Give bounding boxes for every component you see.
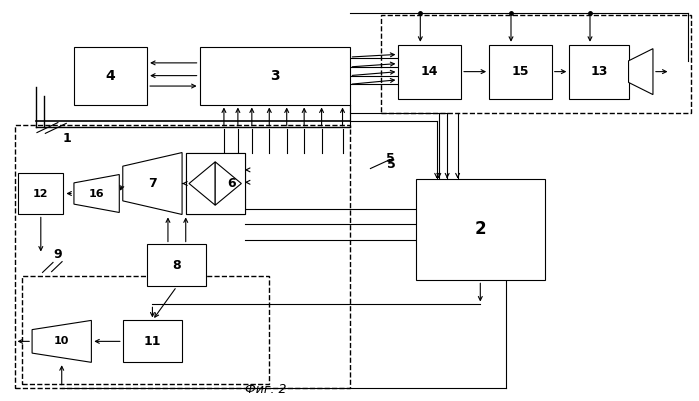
Polygon shape	[74, 174, 120, 213]
Text: 13: 13	[590, 65, 607, 78]
Text: 8: 8	[173, 259, 181, 272]
FancyBboxPatch shape	[185, 152, 245, 215]
FancyBboxPatch shape	[398, 45, 461, 99]
FancyBboxPatch shape	[416, 178, 545, 280]
Text: 9: 9	[54, 248, 62, 261]
Text: 3: 3	[270, 69, 280, 83]
Text: 4: 4	[106, 69, 115, 83]
FancyBboxPatch shape	[123, 320, 182, 363]
Text: 7: 7	[148, 177, 157, 190]
Polygon shape	[123, 152, 182, 215]
FancyBboxPatch shape	[185, 152, 245, 215]
Polygon shape	[189, 162, 215, 205]
Text: 12: 12	[33, 188, 48, 198]
Text: 5: 5	[387, 158, 396, 171]
FancyBboxPatch shape	[569, 45, 628, 99]
Text: 11: 11	[144, 335, 161, 348]
Text: 5: 5	[386, 152, 394, 165]
Polygon shape	[32, 320, 92, 363]
Text: 6: 6	[211, 177, 219, 190]
Text: 15: 15	[512, 65, 529, 78]
Text: 6: 6	[227, 177, 236, 190]
Polygon shape	[215, 162, 241, 205]
Text: 2: 2	[475, 221, 486, 239]
FancyBboxPatch shape	[147, 245, 206, 286]
FancyBboxPatch shape	[18, 172, 64, 215]
Polygon shape	[628, 49, 653, 95]
FancyBboxPatch shape	[74, 47, 147, 105]
Text: 1: 1	[63, 132, 71, 145]
FancyBboxPatch shape	[489, 45, 552, 99]
Text: 16: 16	[89, 188, 104, 198]
FancyBboxPatch shape	[199, 47, 350, 105]
Text: 10: 10	[54, 336, 69, 346]
Text: 14: 14	[421, 65, 438, 78]
Text: Фиг. 2: Фиг. 2	[245, 383, 287, 396]
